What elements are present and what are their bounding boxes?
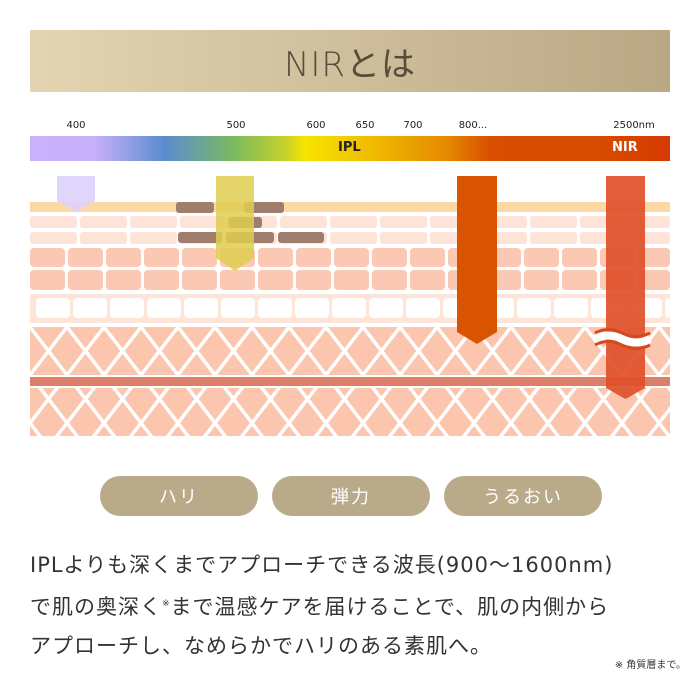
wave-break-gap xyxy=(593,331,652,347)
skin-cell xyxy=(184,298,218,318)
dermis-upper xyxy=(30,327,670,375)
skin-cell xyxy=(258,298,292,318)
skin-cell xyxy=(130,232,177,244)
skin-cell xyxy=(406,298,440,318)
text: で肌の奥深く xyxy=(30,595,162,619)
skin-cell xyxy=(180,216,227,228)
skin-cell xyxy=(280,216,327,228)
nir-arrow-800 xyxy=(457,176,497,344)
dermis-lower xyxy=(30,388,670,436)
melanin xyxy=(178,232,222,243)
melanin xyxy=(278,232,324,243)
skin-cell xyxy=(68,270,103,290)
title-banner: NIRとは xyxy=(30,30,670,92)
skin-cell xyxy=(30,216,77,228)
skin-cell xyxy=(410,270,445,290)
ipl-label: IPL xyxy=(338,140,361,155)
skin-cell xyxy=(369,298,403,318)
skin-cell xyxy=(68,248,103,267)
skin-cell xyxy=(530,232,577,244)
skin-cell xyxy=(30,232,77,244)
spectrum-bar: IPL NIR xyxy=(30,136,670,161)
skin-cell xyxy=(562,270,597,290)
violet-light-arrow xyxy=(57,176,95,212)
wavelength-label: 700 xyxy=(403,120,423,131)
skin-cell xyxy=(80,216,127,228)
wavelength-label: 400 xyxy=(66,120,86,131)
page-title: NIRとは xyxy=(283,44,417,85)
skin-cell xyxy=(334,270,369,290)
description-line: アプローチし、なめらかでハリのある素肌へ。 xyxy=(30,634,492,658)
skin-cell xyxy=(562,248,597,267)
skin-cell xyxy=(524,248,559,267)
skin-cell xyxy=(36,298,70,318)
skin-cell xyxy=(144,270,179,290)
wavelength-label: 650 xyxy=(355,120,375,131)
skin-cell xyxy=(130,216,177,228)
skin-cell xyxy=(665,298,670,318)
skin-cell xyxy=(332,298,366,318)
ipl-light-arrow xyxy=(216,176,254,271)
nir-label: NIR xyxy=(612,140,638,155)
skin-cell xyxy=(258,248,293,267)
wave-break-icon xyxy=(594,328,651,350)
skin-cell xyxy=(106,248,141,267)
skin-cell xyxy=(334,248,369,267)
skin-cell xyxy=(182,270,217,290)
skin-cell xyxy=(106,270,141,290)
description-line: で肌の奥深く※まで温感ケアを届けることで、肌の内側から xyxy=(30,585,613,627)
wavelength-label: 600 xyxy=(306,120,326,131)
description: IPLよりも深くまでアプローチできる波長(900〜1600nm) で肌の奥深く※… xyxy=(30,546,613,666)
skin-cell xyxy=(144,248,179,267)
skin-cell xyxy=(524,270,559,290)
skin-cell xyxy=(30,270,65,290)
skin-cell xyxy=(330,232,377,244)
skin-cell xyxy=(80,232,127,244)
skin-cell xyxy=(530,216,577,228)
benefit-pill-moisture: うるおい xyxy=(444,476,602,516)
skin-cell xyxy=(221,298,255,318)
skin-cell xyxy=(220,270,255,290)
description-line: IPLよりも深くまでアプローチできる波長(900〜1600nm) xyxy=(30,553,614,577)
nir-arrow-2500 xyxy=(606,176,645,399)
skin-cell xyxy=(73,298,107,318)
dermis-band xyxy=(30,377,670,386)
skin-cell xyxy=(295,298,329,318)
skin-cell xyxy=(554,298,588,318)
skin-cell xyxy=(638,270,670,290)
wavelength-label: 500 xyxy=(226,120,246,131)
wavelength-label: 800... xyxy=(458,120,488,131)
skin-cell xyxy=(638,248,670,267)
skin-cell xyxy=(258,270,293,290)
wavelength-label: 2500nm xyxy=(613,120,655,131)
stratum-corneum xyxy=(30,202,670,212)
skin-cell xyxy=(296,270,331,290)
footnote-mark: ※ xyxy=(162,599,171,609)
skin-cell xyxy=(380,216,427,228)
benefit-pill-elasticity: 弾力 xyxy=(272,476,430,516)
skin-cell xyxy=(182,248,217,267)
skin-cell xyxy=(410,248,445,267)
skin-cell xyxy=(330,216,377,228)
footnote: ※ 角質層まで。 xyxy=(614,660,686,671)
melanin xyxy=(176,202,214,213)
skin-cell xyxy=(296,248,331,267)
skin-cell xyxy=(30,248,65,267)
skin-cell xyxy=(517,298,551,318)
skin-cell xyxy=(380,232,427,244)
skin-cell xyxy=(110,298,144,318)
skin-cell xyxy=(147,298,181,318)
skin-cell xyxy=(372,270,407,290)
benefit-pill-firmness: ハリ xyxy=(100,476,258,516)
text: まで温感ケアを届けることで、肌の内側から xyxy=(170,595,610,619)
skin-cell xyxy=(372,248,407,267)
